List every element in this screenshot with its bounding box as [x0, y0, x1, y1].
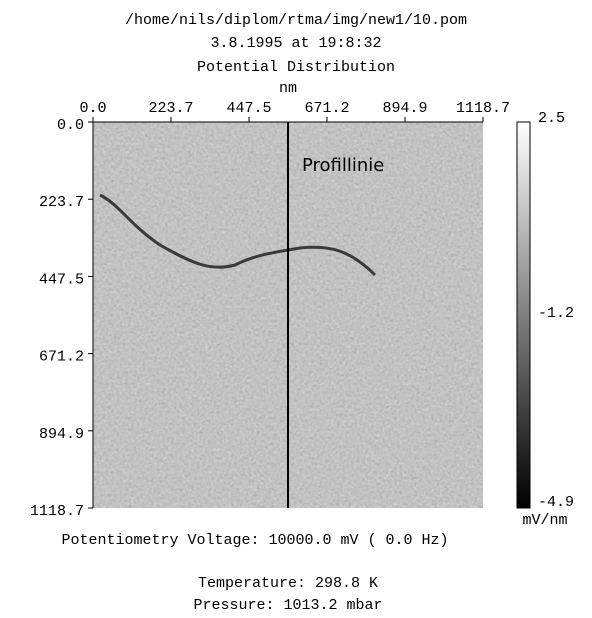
- annotation: Profillinie: [302, 155, 384, 176]
- file-path: /home/nils/diplom/rtma/img/new1/10.pom: [125, 12, 467, 29]
- y-tick-label: 671.2: [39, 349, 84, 366]
- x-tick-label: 223.7: [148, 100, 193, 117]
- y-tick-label: 1118.7: [30, 503, 84, 520]
- figure: /home/nils/diplom/rtma/img/new1/10.pom 3…: [0, 0, 592, 618]
- colorbar-mid: -1.2: [538, 305, 574, 322]
- temperature: Temperature: 298.8 K: [198, 575, 378, 592]
- y-tick-label: 894.9: [39, 426, 84, 443]
- x-unit: nm: [279, 80, 297, 97]
- date: 3.8.1995 at 19:8:32: [210, 35, 381, 52]
- pressure: Pressure: 1013.2 mbar: [193, 597, 382, 614]
- x-tick-label: 894.9: [382, 100, 427, 117]
- x-tick-label: 1118.7: [456, 100, 510, 117]
- x-tick-label: 671.2: [304, 100, 349, 117]
- y-tick-label: 223.7: [39, 194, 84, 211]
- colorbar-unit: mV/nm: [522, 512, 567, 529]
- x-tick-label: 447.5: [226, 100, 271, 117]
- y-tick-label: 0.0: [57, 117, 84, 134]
- colorbar-min: -4.9: [538, 494, 574, 511]
- title: Potential Distribution: [197, 59, 395, 76]
- y-tick-label: 447.5: [39, 271, 84, 288]
- x-tick-label: 0.0: [79, 100, 106, 117]
- colorbar: [517, 122, 530, 508]
- voltage: Potentiometry Voltage: 10000.0 mV ( 0.0 …: [61, 532, 448, 549]
- colorbar-max: 2.5: [538, 110, 565, 127]
